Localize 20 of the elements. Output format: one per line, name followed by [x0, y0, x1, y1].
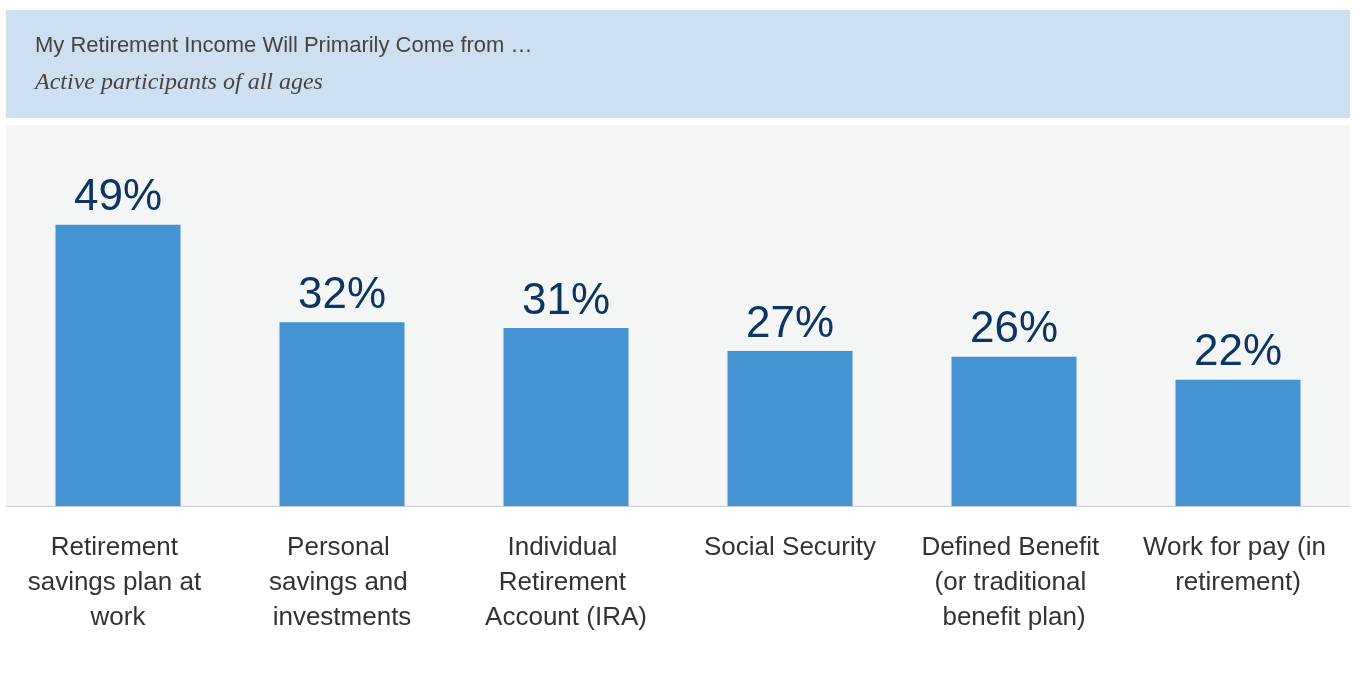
bar [503, 328, 629, 506]
bar [55, 224, 181, 506]
x-tick-label: Work for pay (in retirement) [1142, 530, 1334, 596]
data-label: 26% [969, 302, 1059, 352]
chart-subtitle: Active participants of all ages [33, 68, 323, 94]
data-label: 32% [297, 267, 387, 317]
bar [727, 351, 853, 506]
bar [951, 356, 1077, 506]
x-tick-label: Defined Benefit (or traditional benefit plan) [921, 530, 1107, 631]
x-tick-label: Individual Retirement Account (IRA) [485, 530, 647, 631]
data-label: 31% [521, 273, 611, 323]
x-tick-label: Social Security [704, 530, 876, 561]
chart-title: My Retirement Income Will Primarily Come from … [35, 31, 533, 57]
x-tick-label: Retirement savings plan at work [27, 530, 209, 631]
x-tick-label: Personal savings and investments [269, 530, 415, 631]
data-label: 49% [73, 170, 163, 220]
bar [279, 322, 405, 506]
data-label: 27% [745, 296, 835, 346]
bar [1175, 379, 1301, 506]
data-label: 22% [1193, 325, 1283, 375]
